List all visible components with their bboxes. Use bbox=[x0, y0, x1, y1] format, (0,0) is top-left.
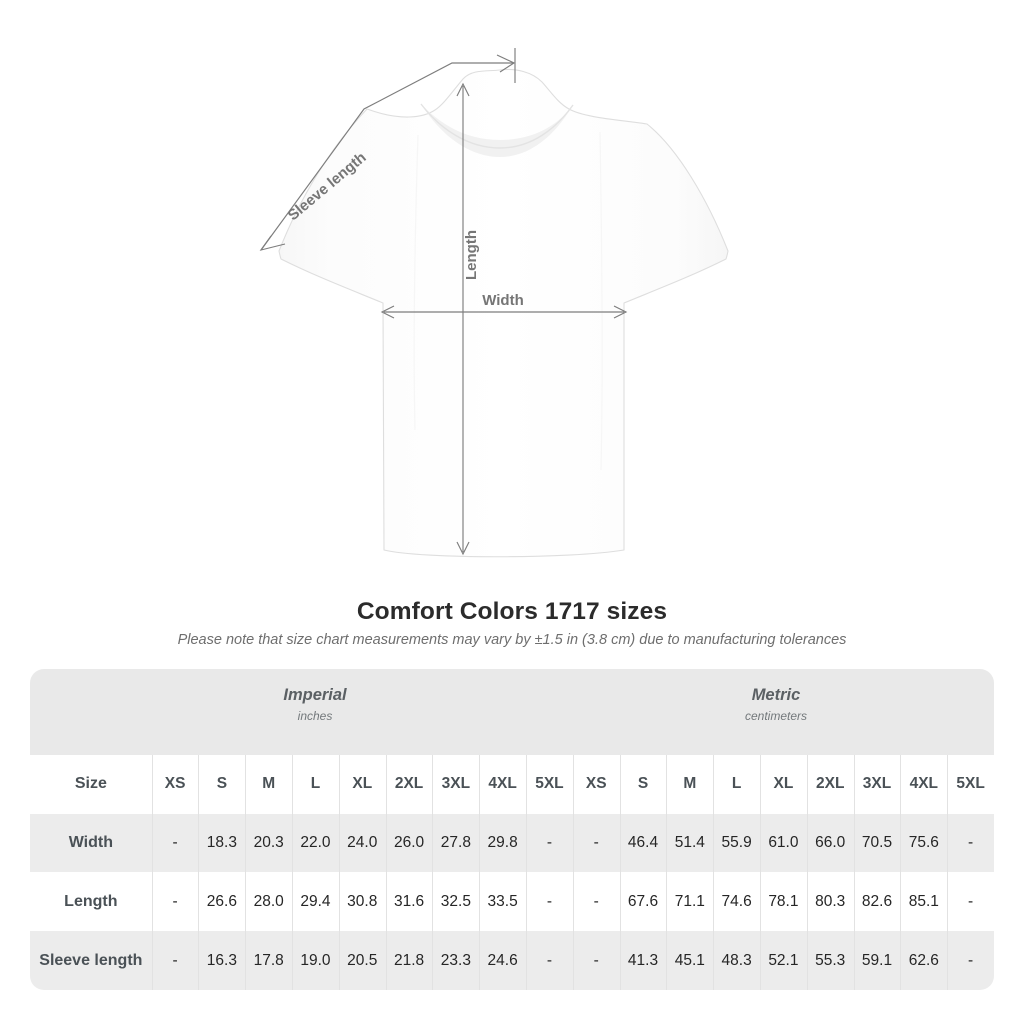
svg-text:Length: Length bbox=[463, 230, 480, 280]
svg-text:Width: Width bbox=[482, 292, 524, 309]
